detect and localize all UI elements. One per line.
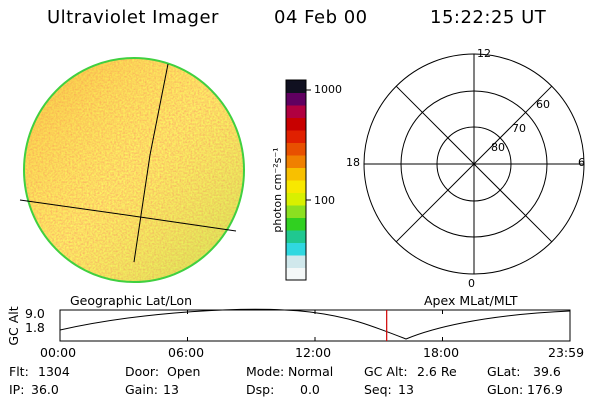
mlat-70-label: 70 bbox=[512, 122, 526, 135]
strip-ylabel: GC Alt bbox=[6, 306, 21, 346]
colorbar-tick-1000: 1000 bbox=[314, 83, 342, 96]
seq-label: Seq: bbox=[364, 382, 392, 397]
gain-label: Gain: bbox=[125, 382, 158, 397]
mlt-6-label: 6 bbox=[578, 156, 585, 169]
mlat-60-label: 60 bbox=[536, 98, 550, 111]
glon-label: GLon: bbox=[487, 382, 524, 397]
colorbar-segment bbox=[286, 167, 306, 181]
xtick-0600: 06:00 bbox=[168, 345, 205, 360]
colorbar-segment bbox=[286, 205, 306, 218]
colorbar-segment bbox=[286, 117, 306, 131]
flt-label: Flt: bbox=[9, 364, 29, 379]
dsp-value: 0.0 bbox=[300, 382, 320, 397]
door-label: Door: bbox=[125, 364, 160, 379]
altitude-strip bbox=[59, 308, 571, 342]
color-bar bbox=[286, 80, 306, 281]
strip-ytick-9: 9.0 bbox=[25, 306, 45, 321]
dsp-label: Dsp: bbox=[246, 382, 275, 397]
altitude-curve bbox=[59, 308, 571, 340]
mode-value: Normal bbox=[288, 364, 334, 379]
ip-label: IP: bbox=[9, 382, 25, 397]
mode-label: Mode: bbox=[246, 364, 285, 379]
x-ticks bbox=[59, 310, 571, 341]
gcalt-value: 2.6 Re bbox=[417, 364, 457, 379]
polar-plot bbox=[363, 53, 585, 275]
colorbar-segment bbox=[286, 230, 306, 243]
flt-value: 1304 bbox=[38, 364, 70, 379]
strip-ytick-1-8: 1.8 bbox=[25, 320, 45, 335]
colorbar-segment bbox=[286, 255, 306, 268]
colorbar-segment bbox=[286, 242, 306, 256]
glat-label: GLat: bbox=[487, 364, 521, 379]
colorbar-segment bbox=[286, 92, 306, 106]
mlat-80-label: 80 bbox=[491, 141, 505, 154]
colorbar-segment bbox=[286, 192, 306, 206]
colorbar-segment bbox=[286, 217, 306, 231]
date-label: 04 Feb 00 bbox=[274, 7, 368, 28]
colorbar-segment bbox=[286, 80, 306, 93]
glon-value: 176.9 bbox=[527, 382, 563, 397]
mlt-18-label: 18 bbox=[346, 156, 360, 169]
glat-value: 39.6 bbox=[533, 364, 561, 379]
time-label: 15:22:25 UT bbox=[430, 7, 547, 28]
mlt-12-label: 12 bbox=[477, 47, 491, 60]
colorbar-segment bbox=[286, 180, 306, 193]
door-value: Open bbox=[167, 364, 201, 379]
apex-label: Apex MLat/MLT bbox=[424, 293, 518, 308]
colorbar-segment bbox=[286, 105, 306, 118]
ip-value: 36.0 bbox=[31, 382, 59, 397]
xtick-2359: 23:59 bbox=[548, 345, 585, 360]
longitude-line bbox=[133, 63, 169, 263]
mlt-0-label: 0 bbox=[468, 277, 475, 290]
latitude-line bbox=[19, 199, 237, 232]
colorbar-segment bbox=[286, 130, 306, 143]
instrument-title: Ultraviolet Imager bbox=[47, 7, 219, 28]
colorbar-tick-100: 100 bbox=[314, 194, 335, 207]
earth-disk-image bbox=[19, 57, 245, 283]
xtick-1800: 18:00 bbox=[423, 345, 460, 360]
seq-value: 13 bbox=[398, 382, 414, 397]
colorbar-segment bbox=[286, 142, 306, 156]
geographic-label: Geographic Lat/Lon bbox=[70, 293, 192, 308]
colorbar-segment bbox=[286, 155, 306, 168]
colorbar-segment bbox=[286, 267, 306, 281]
gcalt-label: GC Alt: bbox=[364, 364, 408, 379]
xtick-1200: 12:00 bbox=[295, 345, 332, 360]
gain-value: 13 bbox=[163, 382, 179, 397]
colorbar-unit-label: photon cm⁻²s⁻¹ bbox=[271, 147, 284, 233]
xtick-0000: 00:00 bbox=[40, 345, 77, 360]
